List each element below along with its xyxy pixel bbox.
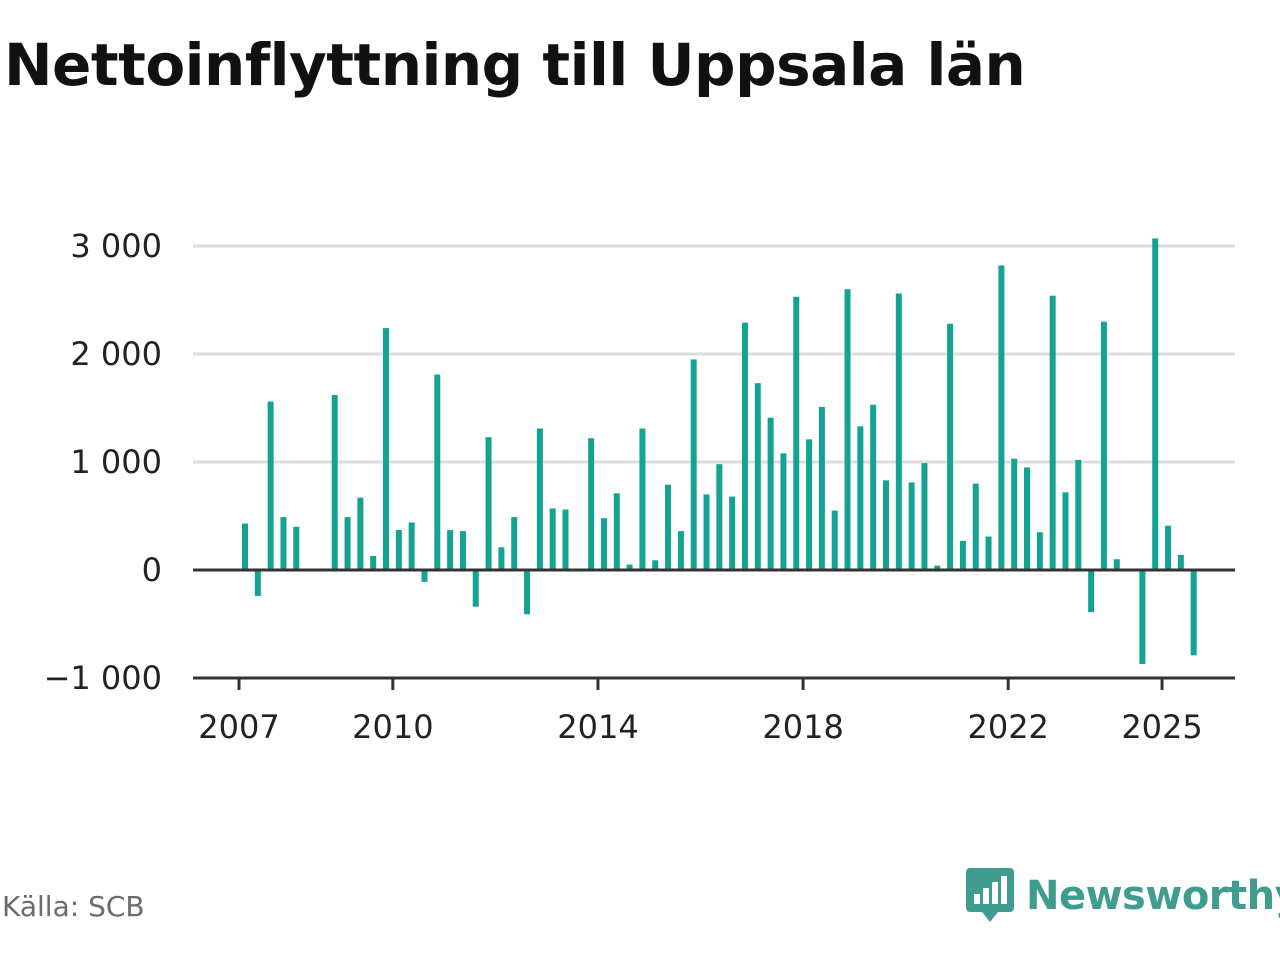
axes [193,568,1235,690]
bar-2024-Q4 [1152,238,1159,570]
bar-2013-Q1 [549,508,556,570]
y-tick-label: 2 000 [70,335,162,373]
bar-2022-Q1 [1011,458,1018,570]
source-note: Källa: SCB [2,890,145,923]
x-tick-label: 2018 [762,708,843,746]
brand-logo[interactable]: Newsworthy [964,866,1280,926]
bar-2018-Q2 [818,406,825,570]
bar-2009-Q3 [370,555,377,570]
bar-2010-Q4 [434,374,441,570]
bar-2024-Q3 [1139,570,1146,664]
bar-2018-Q1 [806,439,813,570]
x-tick-label: 2025 [1121,708,1202,746]
bar-2007-Q4 [280,517,287,570]
bar-2013-Q2 [562,509,569,570]
y-tick-label: 3 000 [70,227,162,265]
x-axis-labels: 2007 2010 2014 2018 2022 2025 [198,708,1202,746]
bar-2025-Q3 [1190,570,1197,656]
bar-2022-Q4 [1049,295,1056,570]
x-tick-label: 2010 [352,708,433,746]
bar-2010-Q3 [421,570,428,582]
bar-2023-Q1 [1062,492,1069,570]
bar-2017-Q3 [780,453,787,570]
bar-2007-Q2 [254,570,261,596]
bar-2022-Q2 [1024,467,1031,570]
bar-2017-Q1 [754,383,761,570]
brand-name: Newsworthy [1026,873,1280,919]
bar-2016-Q2 [716,464,723,570]
bar-2009-Q1 [344,517,351,570]
bar-2015-Q3 [677,531,684,570]
bar-2018-Q3 [831,510,838,570]
bar-2009-Q4 [383,328,390,570]
y-tick-label: −1 000 [44,659,162,697]
gridlines [193,244,1235,464]
bar-2007-Q3 [267,401,274,570]
bar-2011-Q2 [459,531,466,570]
bar-2024-Q1 [1113,559,1120,570]
y-tick-label: 0 [142,551,162,589]
bar-2021-Q1 [959,540,966,570]
bar-2011-Q3 [472,570,479,607]
x-tick-label: 2014 [557,708,638,746]
bar-2019-Q3 [883,480,889,570]
bar-2023-Q3 [1088,570,1095,613]
y-axis-labels: −1 000 0 1 000 2 000 3 000 [44,227,162,697]
bar-2014-Q3 [626,564,633,570]
bar-2012-Q4 [536,428,543,570]
bar-2017-Q2 [767,417,774,570]
bar-2023-Q4 [1100,321,1107,570]
bar-2014-Q2 [613,493,620,570]
bar-2019-Q2 [870,404,877,570]
bar-2021-Q2 [972,483,979,570]
bar-2015-Q1 [652,560,659,570]
chart-title: Nettoinflyttning till Uppsala län [4,31,1026,99]
bar-2012-Q2 [511,517,518,570]
bar-2009-Q2 [357,497,364,570]
bar-2023-Q2 [1075,459,1082,570]
bar-2021-Q4 [998,265,1005,570]
bar-2014-Q1 [600,518,607,570]
bar-2020-Q3 [934,565,941,570]
y-tick-label: 1 000 [70,443,162,481]
bar-2020-Q2 [921,463,928,570]
bar-2010-Q2 [408,522,415,570]
x-tick-label: 2022 [967,708,1048,746]
newsworthy-logo-icon [966,868,1014,922]
bar-2017-Q4 [793,296,800,570]
bar-2022-Q3 [1036,532,1043,570]
bar-2008-Q1 [293,526,300,570]
bar-2019-Q4 [895,293,902,570]
bar-2015-Q2 [665,484,672,570]
bar-2015-Q4 [690,359,697,570]
bar-2014-Q4 [639,428,646,570]
bar-2012-Q1 [498,547,505,570]
bar-2016-Q4 [741,322,748,570]
bar-2007-Q1 [242,523,248,570]
bar-2025-Q2 [1177,554,1184,570]
bars [242,238,1197,664]
bar-2012-Q3 [524,570,531,615]
bar-2019-Q1 [857,426,864,570]
bar-2021-Q3 [985,536,992,570]
bar-2008-Q4 [331,395,338,570]
bar-2013-Q4 [588,438,595,570]
bar-2016-Q3 [729,496,736,570]
bar-2025-Q1 [1165,525,1172,570]
bar-2010-Q1 [395,530,402,570]
bar-2020-Q4 [947,323,954,570]
bar-2018-Q4 [844,289,851,570]
bar-2011-Q4 [485,437,492,570]
bar-2020-Q1 [908,482,915,570]
bar-2011-Q1 [447,530,454,570]
bar-2016-Q1 [703,494,710,570]
x-tick-label: 2007 [198,708,279,746]
